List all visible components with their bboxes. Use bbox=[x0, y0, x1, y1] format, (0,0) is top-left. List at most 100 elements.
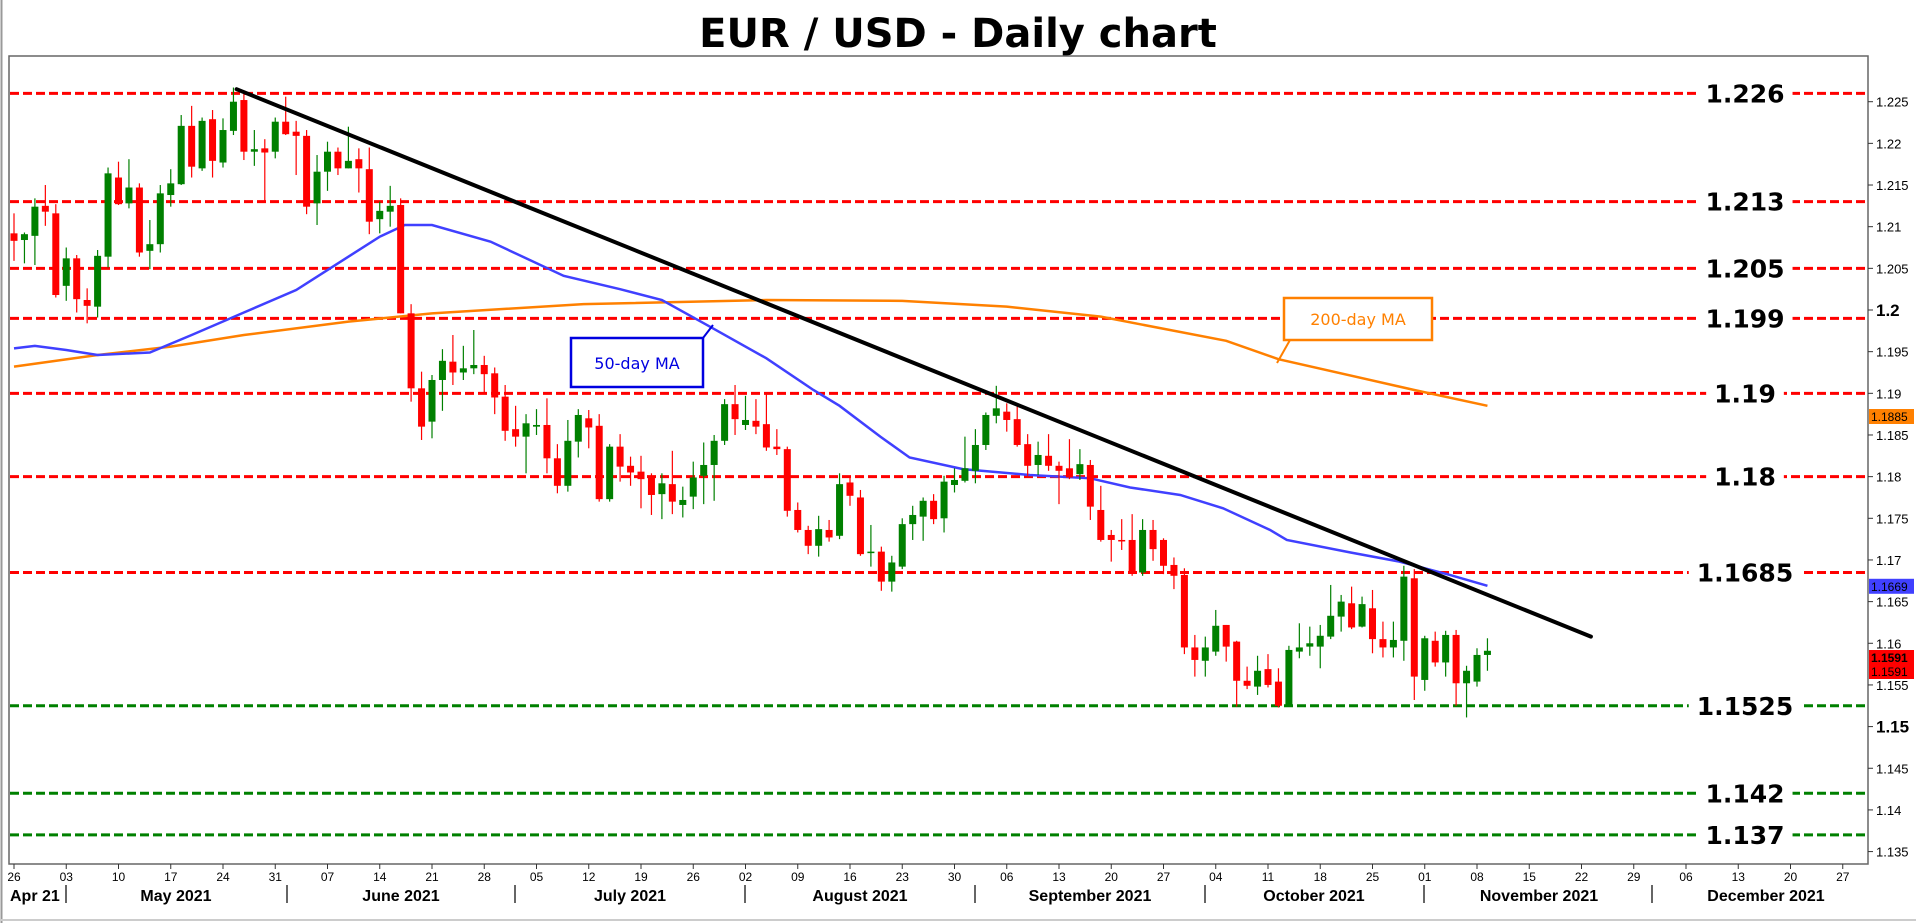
candle-bearish bbox=[1243, 666, 1251, 690]
x-month-label: September 2021 bbox=[1029, 888, 1152, 905]
candle-body bbox=[167, 183, 175, 196]
ma50-line bbox=[13, 223, 1488, 587]
candle-bearish bbox=[1024, 434, 1032, 476]
x-day-label: 11 bbox=[1262, 870, 1275, 884]
candle-body bbox=[1065, 468, 1073, 478]
candle-bearish bbox=[1045, 434, 1053, 471]
candle-body bbox=[219, 130, 227, 163]
candle-bullish bbox=[982, 412, 990, 450]
candle-bullish bbox=[689, 461, 697, 510]
candle-bearish bbox=[1379, 621, 1387, 658]
candle-bearish bbox=[856, 489, 864, 556]
candle-body bbox=[992, 408, 1000, 416]
candle-body bbox=[10, 233, 18, 241]
x-day-label: 26 bbox=[687, 870, 701, 884]
x-day-label: 28 bbox=[478, 870, 492, 884]
candle-body bbox=[449, 361, 457, 373]
candle-bearish bbox=[10, 213, 18, 261]
candle-body bbox=[438, 360, 446, 380]
candle-body bbox=[1170, 564, 1178, 576]
candle-bearish bbox=[1013, 406, 1021, 447]
candle-body bbox=[564, 440, 572, 486]
x-month-label: December 2021 bbox=[1707, 888, 1825, 905]
candle-bearish bbox=[1452, 629, 1460, 706]
candle-body bbox=[1233, 641, 1241, 681]
candle-bullish bbox=[574, 409, 582, 458]
candle-bullish bbox=[324, 141, 331, 191]
candle-bearish bbox=[480, 355, 488, 393]
y-tick-label: 1.155 bbox=[1876, 678, 1909, 693]
candle-body bbox=[700, 464, 708, 476]
moving-averages bbox=[13, 223, 1488, 587]
candle-bullish bbox=[376, 201, 384, 234]
candle-body bbox=[1274, 681, 1282, 706]
candle-bearish bbox=[1170, 557, 1178, 590]
candle-bullish bbox=[658, 473, 666, 520]
x-day-label: 27 bbox=[1836, 870, 1850, 884]
x-month-label: November 2021 bbox=[1480, 888, 1598, 905]
candle-bearish bbox=[930, 494, 938, 525]
candle-bullish bbox=[815, 515, 823, 557]
y-tick-label: 1.145 bbox=[1876, 761, 1909, 776]
candle-body bbox=[459, 368, 467, 373]
x-day-label: 19 bbox=[634, 870, 648, 884]
candle-body bbox=[627, 465, 635, 473]
candle-bearish bbox=[365, 147, 373, 235]
candle-body bbox=[658, 483, 666, 495]
candle-body bbox=[261, 148, 269, 153]
candle-body bbox=[303, 135, 311, 207]
candle-bearish bbox=[1086, 459, 1094, 520]
y-axis: 1.135 1.14 1.145 1.15 1.155 1.16 1.165 1.17 1.17… bbox=[1868, 95, 1909, 860]
ma50-annotation-connector bbox=[702, 324, 714, 339]
candlesticks bbox=[10, 87, 1491, 718]
x-day-label: 29 bbox=[1627, 870, 1641, 884]
candle-body bbox=[365, 169, 373, 222]
candle-bullish bbox=[156, 185, 164, 253]
plot-frame bbox=[8, 55, 1869, 865]
candle-body bbox=[1379, 639, 1387, 648]
candle-bullish bbox=[1285, 645, 1293, 706]
candle-body bbox=[1473, 654, 1481, 682]
candle-body bbox=[1243, 680, 1251, 686]
candle-body bbox=[1421, 638, 1429, 680]
candle-bullish bbox=[271, 117, 279, 159]
candle-bullish bbox=[313, 155, 321, 226]
candle-body bbox=[1003, 411, 1011, 420]
candle-bullish bbox=[533, 409, 540, 435]
candle-bullish bbox=[564, 419, 572, 492]
candle-bullish bbox=[31, 198, 39, 266]
candle-body bbox=[1180, 574, 1188, 648]
candle-body bbox=[282, 121, 290, 135]
candle-body bbox=[679, 499, 687, 505]
candle-body bbox=[501, 396, 509, 431]
candle-bearish bbox=[1410, 569, 1418, 700]
candle-body bbox=[971, 444, 979, 471]
x-day-label: 13 bbox=[1052, 870, 1066, 884]
candle-body bbox=[1149, 529, 1157, 550]
ma200-line bbox=[13, 298, 1488, 408]
candle-body bbox=[533, 424, 540, 427]
candle-bearish bbox=[1369, 589, 1376, 654]
candle-body bbox=[1431, 640, 1439, 663]
candle-body bbox=[198, 120, 206, 169]
y-tick-label: 1.2 bbox=[1876, 301, 1900, 320]
candle-bearish bbox=[1128, 514, 1136, 576]
candle-bearish bbox=[1431, 631, 1439, 667]
y-tick-label: 1.22 bbox=[1876, 136, 1901, 151]
y-tick-label: 1.16 bbox=[1876, 636, 1901, 651]
candle-bullish bbox=[606, 444, 614, 502]
candle-body bbox=[574, 414, 582, 442]
x-day-label: 10 bbox=[112, 870, 126, 884]
candle-body bbox=[668, 484, 676, 502]
candle-body bbox=[752, 420, 760, 427]
candle-body bbox=[856, 497, 864, 555]
candle-bullish bbox=[888, 555, 896, 592]
candle-body bbox=[1013, 419, 1021, 445]
candle-bearish bbox=[83, 288, 91, 324]
candle-body bbox=[1369, 608, 1376, 640]
level-label-background bbox=[1706, 472, 1784, 481]
candle-body bbox=[1139, 529, 1147, 573]
candle-body bbox=[742, 419, 749, 425]
y-tick-label: 1.21 bbox=[1876, 220, 1901, 235]
candle-bearish bbox=[240, 93, 248, 161]
